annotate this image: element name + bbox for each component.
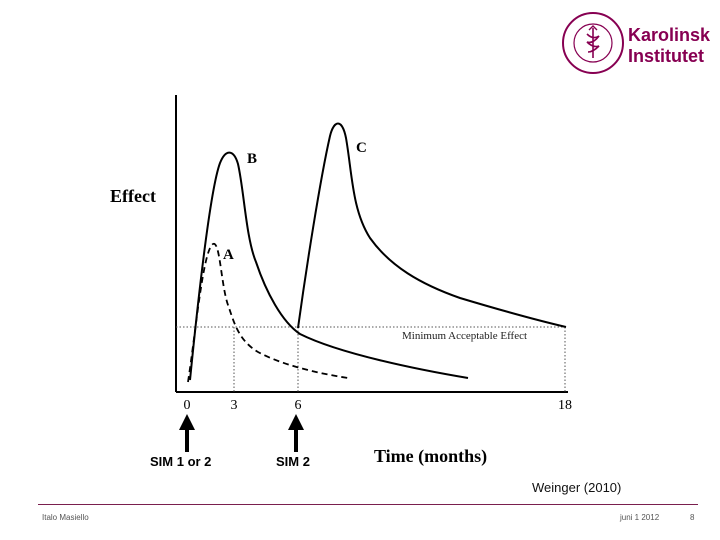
up-arrow-icon: [179, 414, 195, 452]
marker-label: SIM 1 or 2: [150, 454, 211, 469]
x-tick-label: 6: [295, 398, 302, 413]
footer-author: Italo Masiello: [42, 513, 89, 522]
curve-label-a: A: [223, 247, 234, 263]
karolinska-logo: Karolinska Institutet: [562, 12, 710, 74]
x-axis-label: Time (months): [374, 446, 487, 467]
ki-name-line2: Institutet: [628, 46, 704, 66]
ki-name-line1: Karolinska: [628, 25, 710, 45]
marker-label: SIM 2: [276, 454, 310, 469]
x-tick-label: 18: [558, 398, 572, 413]
y-axis-label: Effect: [110, 186, 156, 206]
citation: Weinger (2010): [532, 480, 622, 495]
curve-c: [297, 122, 567, 329]
x-tick-label: 0: [184, 398, 191, 413]
curve-label-b: B: [247, 151, 257, 167]
page-number: 8: [690, 513, 695, 522]
footer-date: juni 1 2012: [620, 513, 660, 522]
ki-seal-icon: [562, 12, 624, 74]
curve-a: [187, 243, 349, 383]
curve-label-c: C: [356, 140, 367, 156]
threshold-label: Minimum Acceptable Effect: [402, 330, 527, 342]
footer-divider: [38, 504, 698, 505]
x-tick-label: 3: [231, 398, 238, 413]
up-arrow-icon: [288, 414, 304, 452]
curve-b: [189, 151, 469, 381]
